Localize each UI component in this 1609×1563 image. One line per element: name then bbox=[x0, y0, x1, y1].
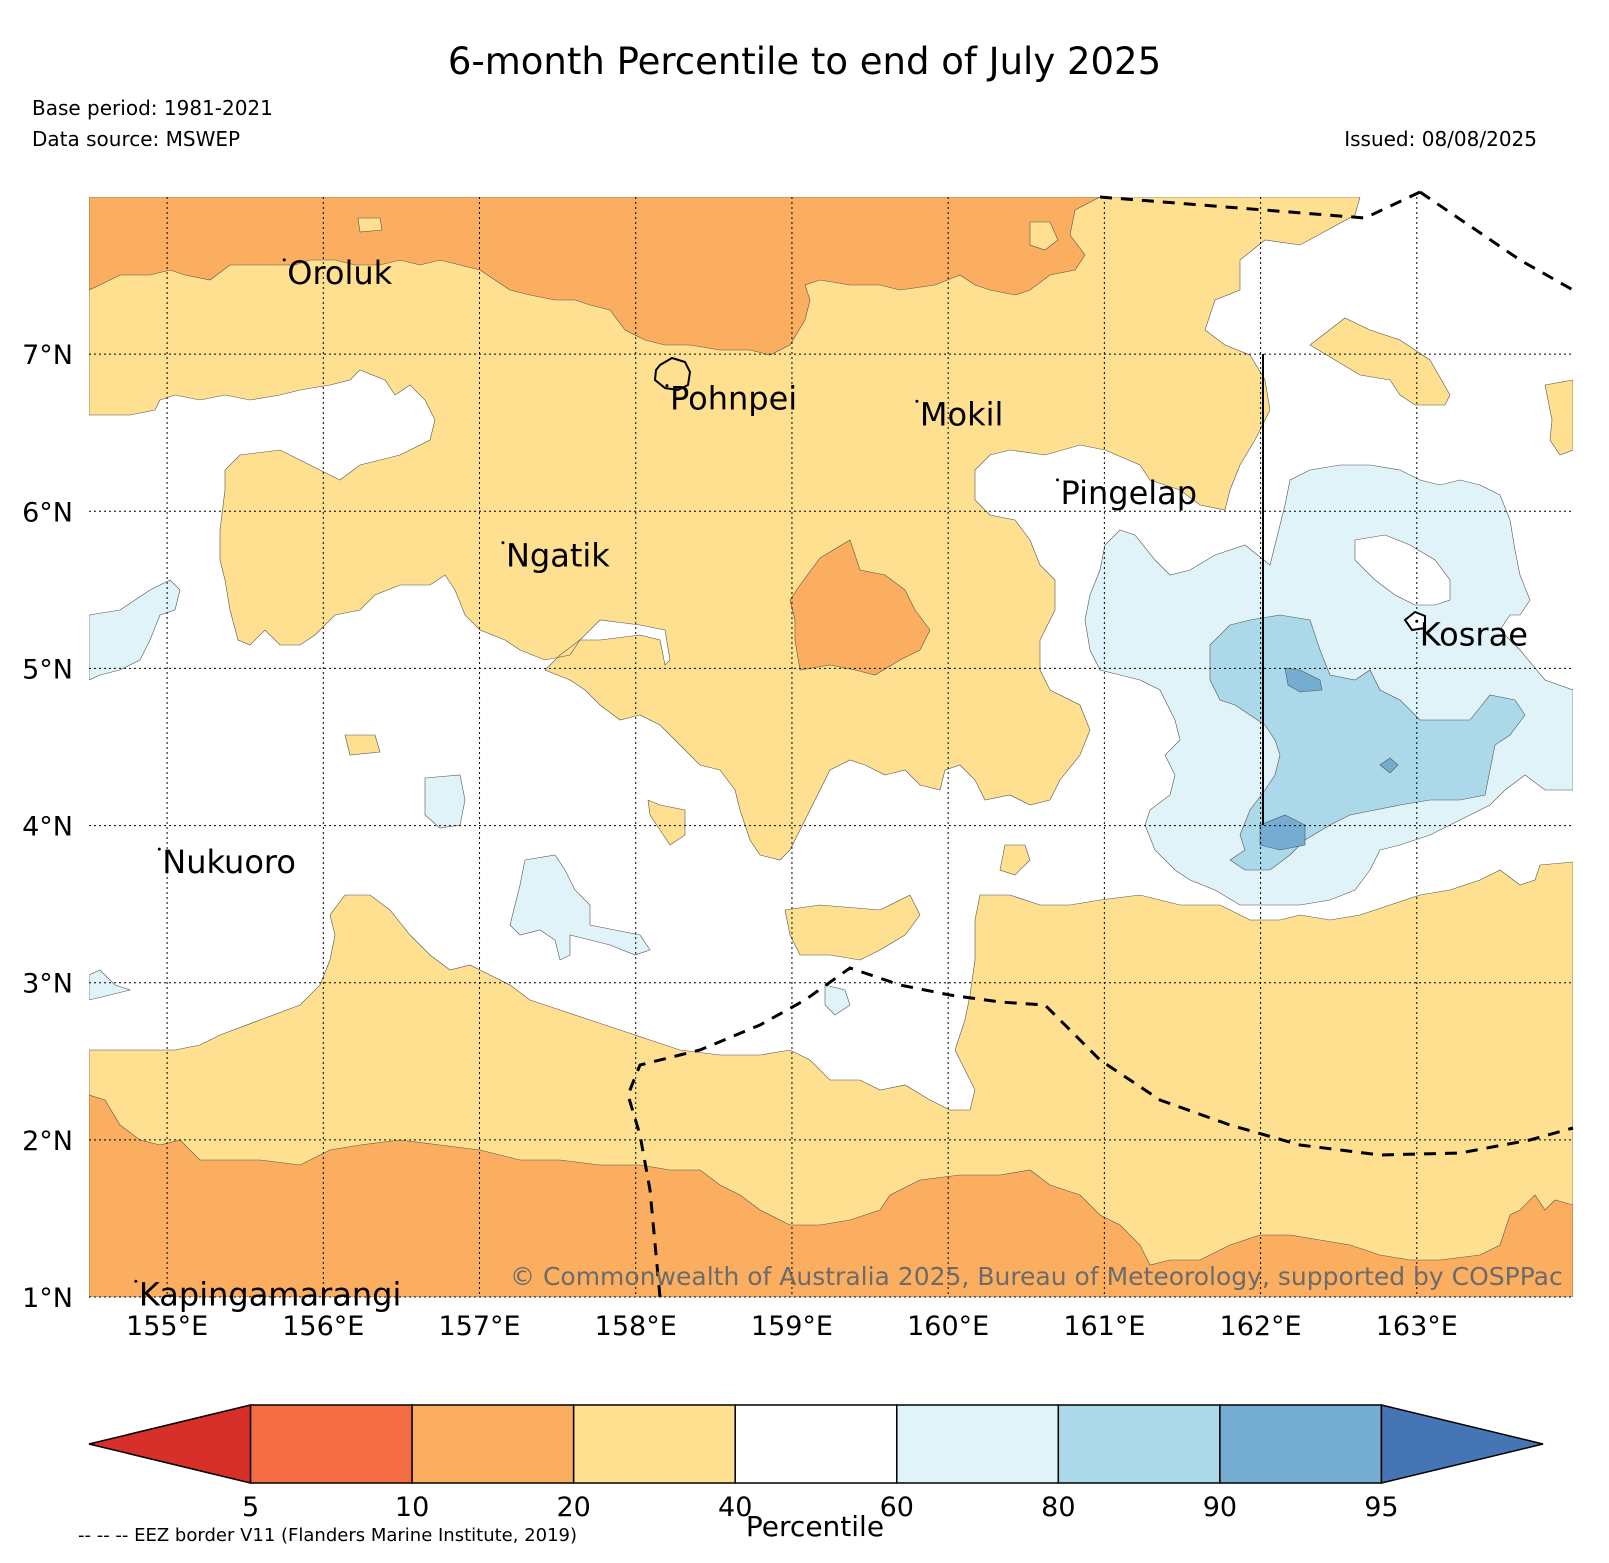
lon-tick-label: 159°E bbox=[751, 1311, 833, 1342]
contour-orange-south bbox=[89, 1094, 1573, 1297]
contour-darkblue-a bbox=[1284, 667, 1323, 693]
colorbar-label: Percentile bbox=[745, 1510, 885, 1543]
eez-border-north bbox=[1099, 190, 1421, 220]
colorbar-tick-label: 80 bbox=[1041, 1492, 1075, 1523]
lon-tick-label: 160°E bbox=[907, 1311, 989, 1342]
colorbar-arrow-high bbox=[1380, 1404, 1544, 1484]
place-marker bbox=[665, 384, 669, 388]
place-marker bbox=[282, 258, 286, 262]
lat-tick-label: 7°N bbox=[22, 340, 73, 371]
colorbar-arrow-low bbox=[88, 1404, 252, 1484]
place-label-pohnpei: Pohnpei bbox=[670, 380, 797, 418]
place-label-oroluk: Oroluk bbox=[287, 254, 392, 292]
issued-date: Issued: 08/08/2025 bbox=[1344, 127, 1537, 151]
lat-tick-label: 2°N bbox=[22, 1126, 73, 1157]
colorbar-tick-label: 90 bbox=[1203, 1492, 1237, 1523]
colorbar-tick-label: 60 bbox=[880, 1492, 914, 1523]
place-label-mokil: Mokil bbox=[920, 395, 1004, 433]
pohnpei-island-shape bbox=[653, 356, 692, 392]
contour-yellow-far-east bbox=[1544, 379, 1573, 456]
place-label-kosrae: Kosrae bbox=[1420, 615, 1528, 653]
contour-darkblue-c bbox=[1379, 757, 1399, 774]
contour-yellow-islet-c bbox=[999, 844, 1031, 876]
lon-tick-label: 155°E bbox=[126, 1311, 208, 1342]
colorbar-tick-label: 5 bbox=[242, 1492, 259, 1523]
place-label-ngatik: Ngatik bbox=[506, 537, 610, 575]
lat-tick-label: 3°N bbox=[22, 969, 73, 1000]
place-label-pingelap: Pingelap bbox=[1061, 474, 1198, 512]
contour-yellow-east bbox=[1309, 317, 1451, 406]
eez-borders bbox=[626, 190, 1574, 1298]
contour-yellow-islet-d bbox=[784, 894, 921, 961]
colorbar-segment bbox=[1057, 1404, 1221, 1484]
contour-darkblue-b bbox=[1259, 814, 1306, 851]
lat-tick-label: 1°N bbox=[22, 1283, 73, 1314]
colorbar-segment bbox=[249, 1404, 413, 1484]
lon-tick-label: 156°E bbox=[282, 1311, 364, 1342]
colorbar-segment bbox=[572, 1404, 736, 1484]
graticule bbox=[89, 197, 1573, 1298]
contour-yellow-north-islet bbox=[1029, 221, 1059, 251]
place-marker bbox=[1415, 619, 1419, 623]
contour-yellow-islet-a bbox=[344, 734, 381, 756]
place-label-kapingamarangi: Kapingamarangi bbox=[139, 1275, 401, 1313]
colorbar-segment bbox=[1219, 1404, 1383, 1484]
colorbar-tick-label: 95 bbox=[1364, 1492, 1398, 1523]
place-marker bbox=[157, 847, 161, 851]
contour-orange-central bbox=[789, 539, 931, 676]
colorbar-tick-label: 40 bbox=[718, 1492, 752, 1523]
lat-tick-label: 4°N bbox=[22, 812, 73, 843]
copyright-notice: © Commonwealth of Australia 2025, Bureau… bbox=[510, 1262, 1563, 1291]
colorbar-segment bbox=[896, 1404, 1060, 1484]
contour-lightblue-mid bbox=[509, 854, 651, 961]
contour-lightblue-small bbox=[424, 774, 466, 829]
contour-orange-north bbox=[89, 197, 1101, 356]
eez-legend-note: -- -- -- EEZ border V11 (Flanders Marine… bbox=[78, 1525, 578, 1546]
base-period: Base period: 1981-2021 bbox=[32, 96, 273, 120]
lon-tick-label: 158°E bbox=[595, 1311, 677, 1342]
lon-tick-label: 157°E bbox=[438, 1311, 520, 1342]
place-marker bbox=[134, 1279, 138, 1283]
contour-white-east-hole bbox=[1354, 534, 1451, 606]
contour-lightblue-west bbox=[89, 579, 181, 681]
contour-yellow-islet-b bbox=[647, 799, 686, 846]
place-marker bbox=[915, 399, 919, 403]
lon-tick-label: 162°E bbox=[1220, 1311, 1302, 1342]
kosrae-island-shape bbox=[1403, 610, 1426, 632]
map-title: 6-month Percentile to end of July 2025 bbox=[447, 40, 1162, 83]
contour-lightblue-smalldot bbox=[824, 984, 851, 1016]
contour-yellow-north-islet-2 bbox=[357, 217, 383, 233]
place-label-nukuoro: Nukuoro bbox=[162, 843, 296, 881]
eez-border-south bbox=[626, 966, 1574, 1298]
colorbar-segment bbox=[411, 1404, 575, 1484]
lon-tick-label: 161°E bbox=[1063, 1311, 1145, 1342]
contour-yellow-north bbox=[89, 197, 1361, 861]
colorbar: 5 10 20 40 60 80 90 95 bbox=[88, 1404, 1544, 1523]
place-marker bbox=[1056, 478, 1060, 482]
lon-tick-label: 163°E bbox=[1376, 1311, 1458, 1342]
lat-tick-label: 5°N bbox=[22, 654, 73, 685]
data-source: Data source: MSWEP bbox=[32, 127, 241, 151]
colorbar-tick-label: 10 bbox=[395, 1492, 429, 1523]
colorbar-tick-label: 20 bbox=[556, 1492, 590, 1523]
contour-lightblue-west-2 bbox=[89, 969, 132, 1001]
lat-tick-label: 6°N bbox=[22, 497, 73, 528]
colorbar-segment bbox=[734, 1404, 898, 1484]
place-marker bbox=[501, 541, 505, 545]
